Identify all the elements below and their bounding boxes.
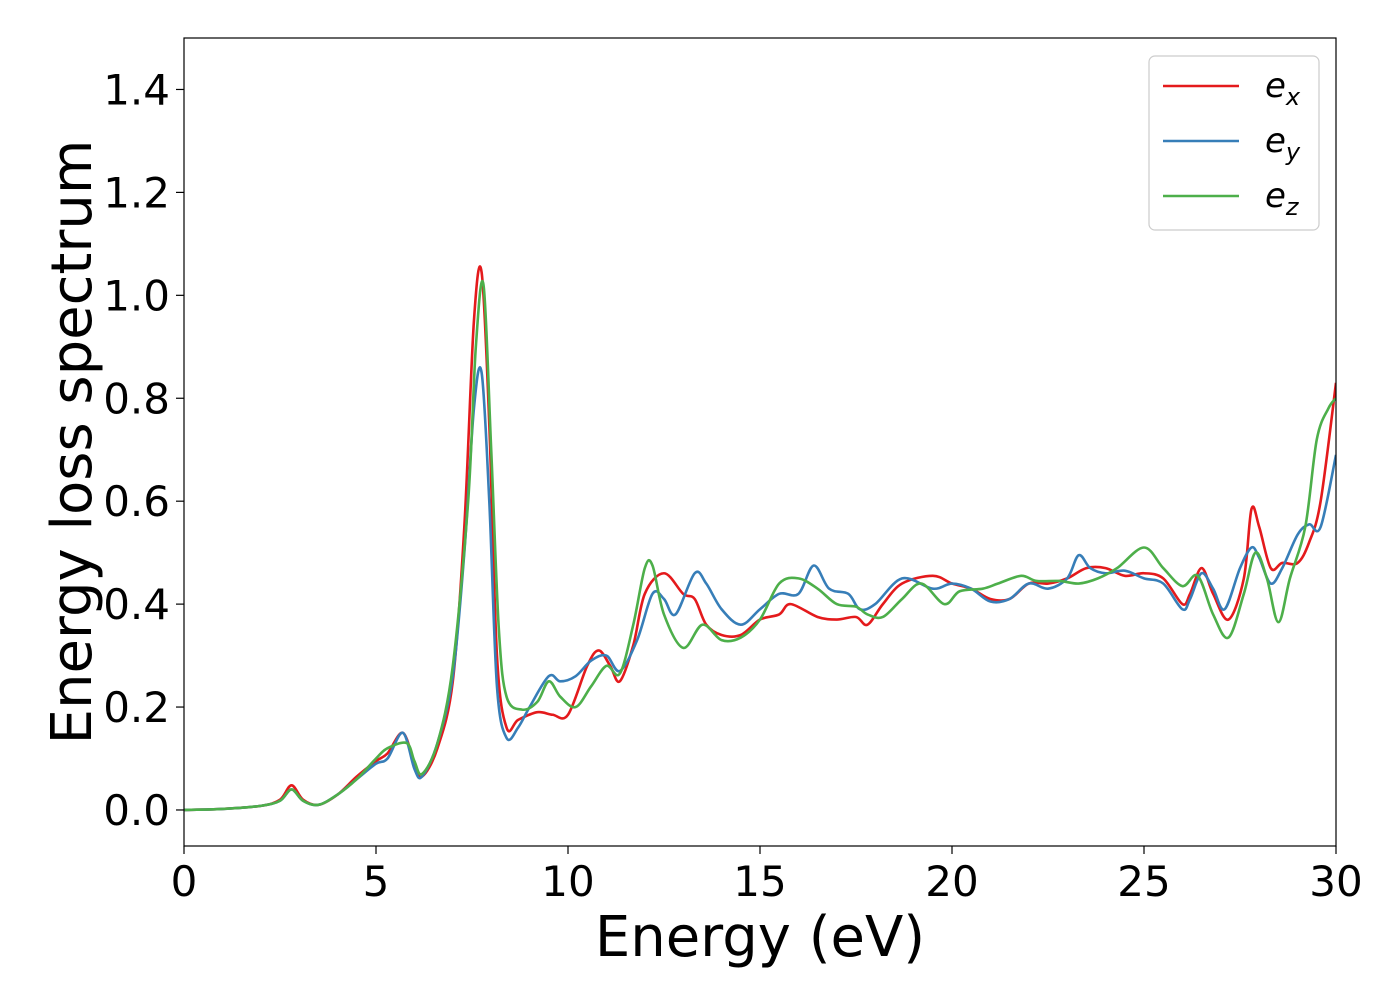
series-line-y	[184, 366, 1336, 812]
x-axis-label: Energy (eV)	[595, 905, 925, 970]
x-tick-label: 5	[363, 857, 390, 906]
y-axis: 0.0 0.2 0.4 0.6 0.8 1.0 1.2 1.4	[103, 65, 184, 835]
series-line-z	[184, 280, 1336, 812]
x-axis: 0 5 10 15 20 25 30	[171, 846, 1363, 906]
x-tick-label: 0	[171, 857, 198, 906]
legend-label-x: ex	[1265, 66, 1301, 111]
plot-lines	[184, 265, 1336, 812]
x-tick-label: 20	[925, 857, 978, 906]
x-tick-label: 25	[1117, 857, 1170, 906]
y-tick-label: 1.0	[103, 271, 170, 320]
legend-label-y: ey	[1265, 121, 1301, 166]
y-tick-label: 0.2	[103, 683, 170, 732]
y-axis-label: Energy loss spectrum	[40, 140, 105, 745]
legend-box	[1148, 55, 1320, 231]
y-tick-label: 0.6	[103, 477, 170, 526]
y-tick-label: 0.0	[103, 786, 170, 835]
y-tick-label: 1.4	[103, 65, 170, 114]
y-tick-label: 0.8	[103, 374, 170, 423]
legend-label-z: ez	[1265, 176, 1300, 221]
x-tick-label: 15	[733, 857, 786, 906]
legend: ex ey ez	[1148, 55, 1320, 231]
x-tick-label: 30	[1309, 857, 1362, 906]
x-tick-label: 10	[541, 857, 594, 906]
y-tick-label: 1.2	[103, 168, 170, 217]
y-tick-label: 0.4	[103, 580, 170, 629]
